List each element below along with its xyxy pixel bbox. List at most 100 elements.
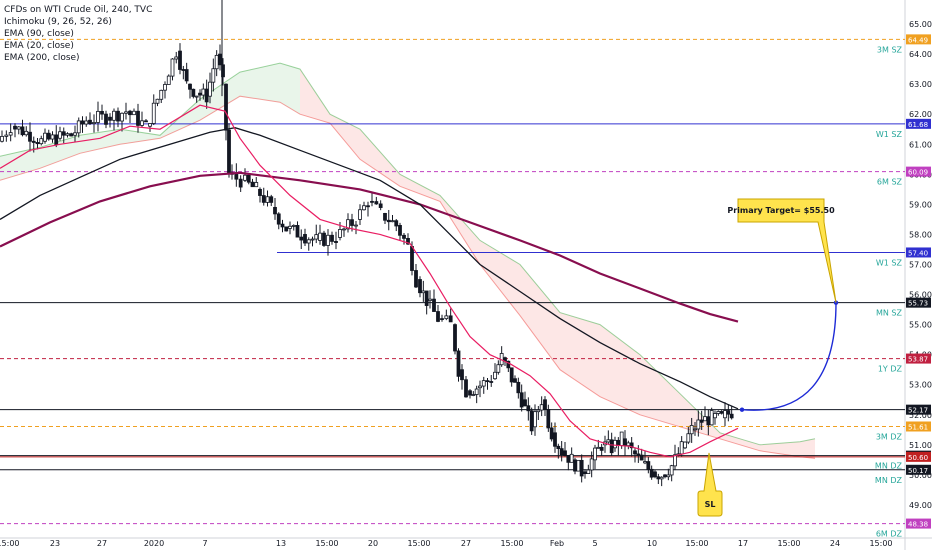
level-label-1: W1 SZ [876,130,903,139]
candle-body [13,125,17,130]
candle-body [201,88,206,96]
legend-ichimoku: Ichimoku (9, 26, 52, 26) [4,17,112,27]
chart-legend: CFDs on WTI Crude Oil, 240, TVC Ichimoku… [4,4,152,64]
candle-body [709,410,714,426]
candle-body [609,439,614,454]
x-tick-label: 27 [461,539,471,548]
candle-body [155,98,160,104]
candle-body [596,446,601,449]
candle-body [656,476,661,480]
candle-body [464,379,468,398]
candle-body [211,68,216,83]
candle-body [703,416,707,422]
x-tick-label: 2020 [144,539,164,548]
candle-body [406,238,410,245]
candle-body [663,474,667,478]
candle-body [402,234,406,239]
candle-body [583,471,587,474]
y-tick-label: 51.00 [909,441,932,450]
candle-body [124,111,128,114]
sl-callout-box [697,452,723,517]
price-tag-text-11: 48.38 [908,521,928,529]
candle-body [350,219,354,226]
y-tick-label: 56.00 [909,291,932,300]
candle-body [533,411,537,428]
y-tick-label: 49.00 [909,501,932,510]
candle-body [573,459,577,472]
candle-body [481,380,486,387]
candle-body [713,413,717,419]
x-tick-label: 23 [50,539,60,548]
candle-body [639,454,644,461]
candle-body [76,120,81,134]
candle-body [471,394,476,396]
candle-body [54,134,59,145]
level-label-5: 1Y DZ [878,365,903,374]
candle-body [586,469,591,474]
candle-body [436,311,440,322]
candle-body [159,89,164,100]
candle-body [69,133,74,137]
x-tick-label: Feb [550,539,564,548]
x-tick-label: 15:00 [777,539,800,548]
candle-body [366,205,370,208]
candle-body [254,182,259,188]
candle-body [683,441,687,449]
x-tick-label: 15:00 [0,539,20,548]
candle-body [418,279,422,294]
candle-body [659,476,664,480]
price-tag-text-0: 64.49 [908,36,928,44]
candle-body [28,131,32,142]
level-label-10: MN DZ [875,476,903,485]
candle-body [666,474,671,478]
candle-body [646,461,651,470]
candle-body [258,188,262,196]
candle-body [214,54,219,70]
candle-body [686,433,691,443]
legend-title: CFDs on WTI Crude Oil, 240, TVC [4,5,153,15]
y-tick-label: 64.00 [909,50,932,59]
x-tick-label: 15:00 [500,539,523,548]
candle-body [108,116,112,121]
x-tick-label: 13 [276,539,286,548]
candle-body [696,419,701,430]
candle-body [50,134,55,140]
candle-body [383,212,387,221]
candle-body [539,404,544,411]
candle-body [354,224,358,227]
candle-body [386,219,391,223]
candle-body [20,126,25,136]
candle-body [84,120,89,125]
candle-body [116,110,120,122]
candle-body [163,84,167,91]
candle-body [191,88,196,97]
candle-body [626,442,631,447]
candle-body [16,126,21,130]
candle-body [699,419,704,423]
target-callout-box [737,198,837,303]
candle-body [496,364,501,373]
x-tick-label: 15:00 [685,539,708,548]
candle-body [250,181,255,188]
candle-body [346,219,350,230]
candle-body [194,95,199,98]
candle-body [299,236,304,241]
price-tag-7 [906,421,931,432]
price-tag-2 [906,166,931,177]
candle-body [629,442,634,449]
candle-body [719,411,724,414]
level-label-8: MN DZ [875,462,903,471]
candle-body [398,225,402,236]
candle-body [424,290,429,306]
candle-body [306,239,311,244]
candle-body [73,132,77,136]
level-label-7: 3M DZ [876,432,903,441]
candle-body [330,234,334,242]
ichimoku-cloud-bullish [0,63,300,181]
price-tag-5 [906,353,931,364]
candle-body [58,131,62,139]
candle-body [679,441,684,455]
candle-body [414,270,418,288]
y-tick-label: 50.00 [909,471,932,480]
